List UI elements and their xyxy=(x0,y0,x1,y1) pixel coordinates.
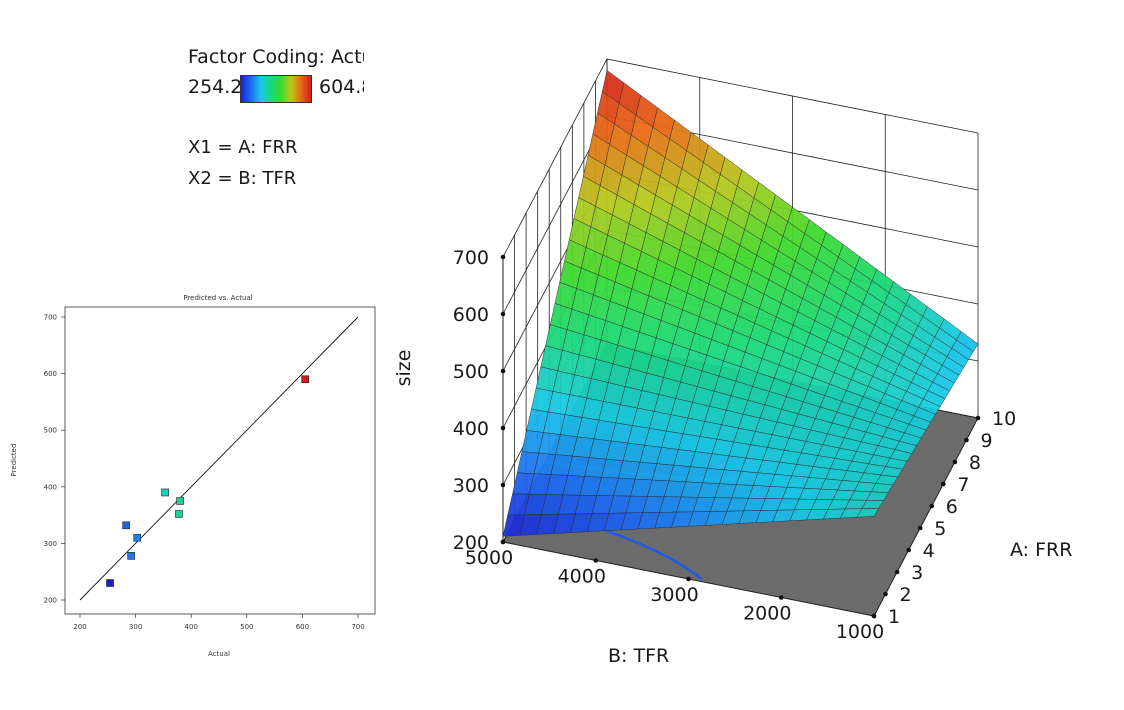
surface-z-axis-label: size xyxy=(393,350,415,387)
surface-frr-tick-label: 1 xyxy=(888,606,900,628)
scatter-y-tick-label: 500 xyxy=(44,427,57,435)
surface-frr-tick xyxy=(906,547,911,553)
legend: Factor Coding: Actual 254.2 604.8 X1 = A… xyxy=(188,42,364,202)
scatter-y-axis-label: Predicted xyxy=(10,444,18,477)
scatter-point xyxy=(133,533,142,542)
surface-frr-tick xyxy=(929,503,935,509)
scatter-y-tick-label: 200 xyxy=(44,597,57,605)
scatter-reference-line xyxy=(79,316,359,601)
surface-tfr-tick xyxy=(686,576,691,582)
surface-frr-tick-label: 5 xyxy=(934,518,946,540)
surface-z-tick xyxy=(500,311,506,317)
scatter-x-axis-label: Actual xyxy=(208,650,230,658)
scatter-point xyxy=(301,375,309,384)
surface-frr-tick xyxy=(894,569,900,575)
predicted-vs-actual-plot: Predicted vs. Actual Actual Predicted 20… xyxy=(10,294,376,658)
scatter-y-tick-label: 700 xyxy=(44,314,57,322)
scatter-plot-frame xyxy=(64,306,376,615)
surface-frr-tick-label: 6 xyxy=(946,496,958,518)
scatter-y-tick-label: 300 xyxy=(44,540,57,548)
scatter-x-tick-label: 600 xyxy=(296,623,309,631)
surface-frr-axis-label: A: FRR xyxy=(1010,539,1072,561)
surface-z-tick xyxy=(500,482,506,488)
surface-frr-tick xyxy=(975,415,981,421)
surface-z-tick xyxy=(500,368,506,374)
scatter-x-tick-label: 400 xyxy=(185,623,198,631)
surface-tfr-tick-label: 2000 xyxy=(743,603,791,625)
surface-frr-tick xyxy=(952,459,958,465)
surface-tfr-tick-label: 5000 xyxy=(465,547,513,569)
surface-z-tick xyxy=(500,425,506,431)
scatter-point xyxy=(176,497,184,505)
surface-frr-tick xyxy=(964,437,969,443)
scatter-y-tick-label: 600 xyxy=(44,370,57,378)
legend-min-label: 254.2 xyxy=(188,76,243,98)
surface-mesh-cell xyxy=(856,508,880,518)
scatter-point xyxy=(122,521,130,530)
surface-z-tick-label: 500 xyxy=(453,361,489,383)
surface-frr-tick-label: 8 xyxy=(969,452,981,474)
legend-max-label: 604.8 xyxy=(319,76,364,98)
surface-frr-tick-label: 7 xyxy=(957,474,969,496)
surface-frr-tick xyxy=(941,481,946,487)
surface-frr-tick-label: 9 xyxy=(980,430,992,452)
surface-z-tick-label: 200 xyxy=(453,532,489,554)
surface-tfr-tick xyxy=(778,595,784,600)
scatter-x-tick-label: 300 xyxy=(129,623,142,631)
surface-frr-tick-label: 3 xyxy=(911,562,923,584)
scatter-x-tick-label: 200 xyxy=(73,623,86,631)
response-surface-plot: size A: FRR B: TFR 200300400500600700123… xyxy=(393,58,1072,667)
surface-z-tick-label: 700 xyxy=(453,247,489,269)
surface-z-tick-label: 600 xyxy=(453,304,489,326)
surface-frr-tick xyxy=(883,591,888,597)
surface-z-tick-label: 300 xyxy=(453,475,489,497)
surface-frr-tick-label: 2 xyxy=(900,584,912,606)
legend-title: Factor Coding: Actual xyxy=(188,46,364,68)
surface-frr-tick-label: 4 xyxy=(923,540,935,562)
surface-z-tick-label: 400 xyxy=(453,418,489,440)
surface-tfr-tick xyxy=(593,558,599,563)
scatter-point xyxy=(175,510,183,518)
surface-tfr-tick-label: 4000 xyxy=(558,566,606,588)
surface-frr-tick xyxy=(917,525,923,531)
scatter-x-tick-label: 500 xyxy=(240,623,253,631)
scatter-point xyxy=(127,552,135,560)
surface-tfr-tick-label: 1000 xyxy=(836,621,884,643)
legend-factor-x2: X2 = B: TFR xyxy=(188,168,297,189)
scatter-point xyxy=(161,488,169,497)
scatter-point xyxy=(106,579,114,587)
surface-frr-tick-label: 10 xyxy=(992,408,1016,430)
scatter-x-tick-label: 700 xyxy=(351,623,364,631)
surface-tfr-axis-label: B: TFR xyxy=(608,645,669,667)
legend-factor-x1: X1 = A: FRR xyxy=(188,137,298,158)
scatter-y-tick-label: 400 xyxy=(44,483,57,491)
legend-color-bar xyxy=(240,75,312,103)
surface-z-tick xyxy=(500,254,506,260)
scatter-title: Predicted vs. Actual xyxy=(183,294,252,302)
surface-tfr-tick xyxy=(500,539,506,545)
surface-tfr-tick-label: 3000 xyxy=(650,584,698,606)
surface-tfr-tick xyxy=(871,613,877,619)
